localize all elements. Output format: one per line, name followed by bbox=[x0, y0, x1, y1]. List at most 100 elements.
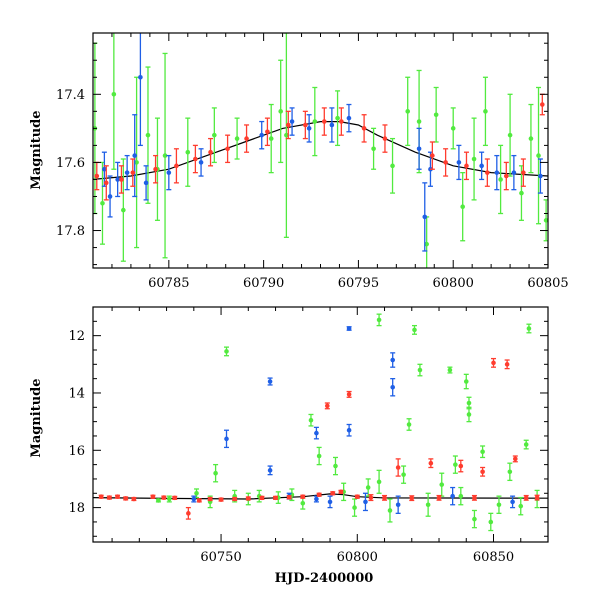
marker bbox=[166, 496, 172, 502]
bottom-series-green bbox=[155, 313, 540, 532]
top-y-tick-label: 17.4 bbox=[56, 88, 85, 103]
bottom-data-point-red bbox=[115, 494, 121, 500]
marker bbox=[523, 442, 529, 447]
bottom-data-point-red bbox=[534, 494, 540, 501]
marker bbox=[513, 456, 518, 462]
marker bbox=[289, 119, 295, 124]
top-data-point-blue bbox=[537, 158, 543, 194]
marker bbox=[316, 492, 322, 498]
top-data-point-red bbox=[463, 151, 469, 181]
top-data-point-red bbox=[484, 158, 490, 187]
marker bbox=[424, 241, 429, 247]
top-data-point-green bbox=[507, 93, 513, 177]
marker bbox=[244, 136, 249, 141]
marker bbox=[447, 367, 453, 373]
bottom-y-tick-label: 16 bbox=[68, 444, 85, 459]
top-data-point-red bbox=[443, 148, 449, 177]
bottom-data-point-green bbox=[275, 491, 281, 504]
marker bbox=[507, 469, 513, 475]
bottom-y-tick-label: 18 bbox=[68, 501, 85, 516]
top-data-point-blue bbox=[456, 144, 462, 181]
marker bbox=[327, 499, 333, 505]
marker bbox=[526, 326, 532, 331]
bottom-data-point-green bbox=[507, 462, 513, 482]
bottom-plot-area bbox=[93, 313, 548, 532]
marker bbox=[472, 495, 477, 501]
top-data-point-red bbox=[130, 158, 136, 187]
top-model-curve bbox=[93, 121, 548, 180]
top-data-point-blue bbox=[422, 182, 428, 252]
top-data-point-blue bbox=[479, 151, 485, 181]
top-series-green bbox=[93, 33, 548, 268]
marker bbox=[312, 119, 318, 124]
top-axes-frame bbox=[92, 32, 549, 269]
top-data-point-green bbox=[145, 66, 151, 204]
bottom-data-point-green bbox=[447, 366, 453, 374]
bottom-data-point-red bbox=[245, 496, 251, 501]
marker bbox=[156, 498, 161, 503]
marker bbox=[436, 495, 442, 501]
marker bbox=[401, 472, 406, 477]
top-data-point-red bbox=[192, 144, 198, 174]
marker bbox=[161, 495, 167, 500]
marker bbox=[511, 170, 517, 175]
marker bbox=[507, 132, 513, 138]
marker bbox=[131, 496, 137, 502]
marker bbox=[494, 170, 500, 175]
top-data-point-red bbox=[225, 134, 231, 164]
bottom-data-point-green bbox=[463, 373, 469, 390]
top-data-point-red bbox=[118, 165, 124, 194]
bottom-data-point-green bbox=[376, 313, 382, 327]
marker bbox=[463, 379, 469, 384]
top-y-tick-label: 17.6 bbox=[56, 156, 85, 171]
bottom-data-point-blue bbox=[450, 486, 456, 506]
bottom-series-red bbox=[98, 357, 540, 520]
marker bbox=[540, 102, 545, 107]
top-data-point-green bbox=[211, 107, 217, 164]
marker bbox=[368, 495, 374, 500]
marker bbox=[145, 132, 151, 138]
bottom-data-point-green bbox=[471, 509, 477, 529]
top-data-point-green bbox=[424, 216, 430, 268]
bottom-data-point-green bbox=[166, 495, 172, 503]
marker bbox=[119, 177, 124, 182]
bottom-data-point-green bbox=[387, 498, 393, 523]
top-data-point-green bbox=[528, 103, 534, 174]
marker bbox=[245, 496, 251, 501]
bottom-data-point-blue bbox=[390, 352, 396, 368]
bottom-data-point-blue bbox=[224, 429, 230, 449]
marker bbox=[352, 505, 357, 510]
marker bbox=[335, 115, 340, 121]
marker bbox=[198, 160, 204, 165]
marker bbox=[172, 495, 178, 501]
marker bbox=[450, 126, 456, 131]
marker bbox=[425, 502, 431, 508]
marker bbox=[450, 493, 455, 499]
marker bbox=[225, 146, 230, 152]
bottom-data-point-red bbox=[330, 490, 336, 496]
marker bbox=[191, 496, 197, 502]
top-data-point-red bbox=[244, 124, 250, 153]
top-data-point-blue bbox=[494, 154, 500, 191]
marker bbox=[194, 490, 199, 496]
marker bbox=[138, 74, 143, 80]
top-data-point-blue bbox=[259, 120, 265, 150]
marker bbox=[460, 204, 465, 209]
marker bbox=[363, 499, 368, 505]
marker bbox=[308, 417, 314, 423]
marker bbox=[107, 194, 113, 199]
marker bbox=[286, 494, 292, 500]
bottom-y-axis-label: Magnitude bbox=[29, 378, 44, 457]
bottom-data-point-red bbox=[316, 492, 322, 498]
marker bbox=[382, 136, 388, 141]
marker bbox=[123, 496, 128, 501]
bottom-x-tick-label: 60800 bbox=[337, 550, 378, 565]
bottom-data-point-red bbox=[504, 359, 510, 370]
marker bbox=[354, 494, 360, 500]
marker bbox=[409, 495, 415, 501]
marker bbox=[134, 160, 139, 165]
marker bbox=[268, 136, 274, 141]
marker bbox=[174, 163, 179, 169]
top-data-point-blue bbox=[143, 165, 149, 201]
top-data-point-green bbox=[134, 76, 140, 249]
